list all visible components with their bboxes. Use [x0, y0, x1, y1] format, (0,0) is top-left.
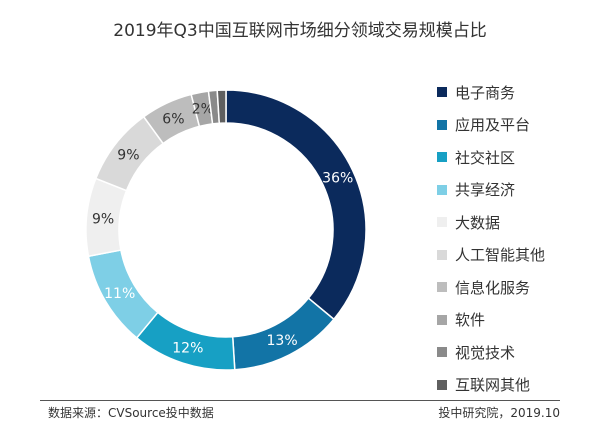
legend-item: 大数据	[437, 206, 545, 239]
legend-swatch	[437, 249, 447, 260]
slice-9	[216, 89, 227, 125]
data-label-7: 2%	[192, 102, 214, 118]
data-label-1: 13%	[267, 333, 298, 349]
legend-label: 社交社区	[455, 148, 516, 167]
data-label-4: 9%	[92, 211, 114, 227]
legend-item: 互联网其他	[437, 369, 545, 402]
chart-title: 2019年Q3中国互联网市场细分领域交易规模占比	[113, 21, 487, 41]
legend-label: 软件	[455, 311, 486, 330]
legend-swatch	[437, 347, 447, 358]
legend-item: 电子商务	[437, 76, 545, 109]
legend-item: 人工智能其他	[437, 239, 545, 272]
data-label-0: 36%	[322, 170, 353, 186]
data-source: 数据来源：CVSource投中数据	[48, 406, 214, 420]
legend-item: 信息化服务	[437, 271, 545, 304]
data-label-5: 9%	[117, 147, 139, 163]
legend-label: 电子商务	[455, 83, 516, 102]
donut-chart: 36% 13% 12% 11% 9% 9% 6% 2%	[85, 89, 367, 371]
data-label-3: 11%	[104, 286, 135, 302]
legend-label: 应用及平台	[455, 116, 531, 135]
footer-divider	[40, 400, 560, 401]
legend-label: 共享经济	[455, 181, 516, 200]
legend-swatch	[437, 314, 447, 325]
legend-label: 视觉技术	[455, 343, 516, 362]
legend-swatch	[437, 379, 447, 390]
legend-item: 社交社区	[437, 141, 545, 174]
legend-swatch	[437, 87, 447, 98]
legend-item: 共享经济	[437, 174, 545, 207]
legend-label: 信息化服务	[455, 278, 531, 297]
legend-item: 软件	[437, 304, 545, 337]
legend-swatch	[437, 282, 447, 293]
legend-item: 视觉技术	[437, 336, 545, 369]
data-label-6: 6%	[162, 111, 184, 127]
legend-item: 应用及平台	[437, 109, 545, 142]
legend-label: 大数据	[455, 213, 501, 232]
legend: 电子商务应用及平台社交社区共享经济大数据人工智能其他 信息化服务软件视觉技术互联网…	[437, 76, 545, 401]
legend-swatch	[437, 217, 447, 228]
legend-label: 人工智能其他	[455, 246, 546, 265]
legend-swatch	[437, 119, 447, 130]
slice-0	[225, 89, 367, 321]
legend-swatch	[437, 152, 447, 163]
publisher-date: 投中研究院，2019.10	[438, 406, 560, 420]
legend-swatch	[437, 184, 447, 195]
legend-label: 互联网其他	[455, 376, 531, 395]
data-label-2: 12%	[172, 340, 203, 356]
